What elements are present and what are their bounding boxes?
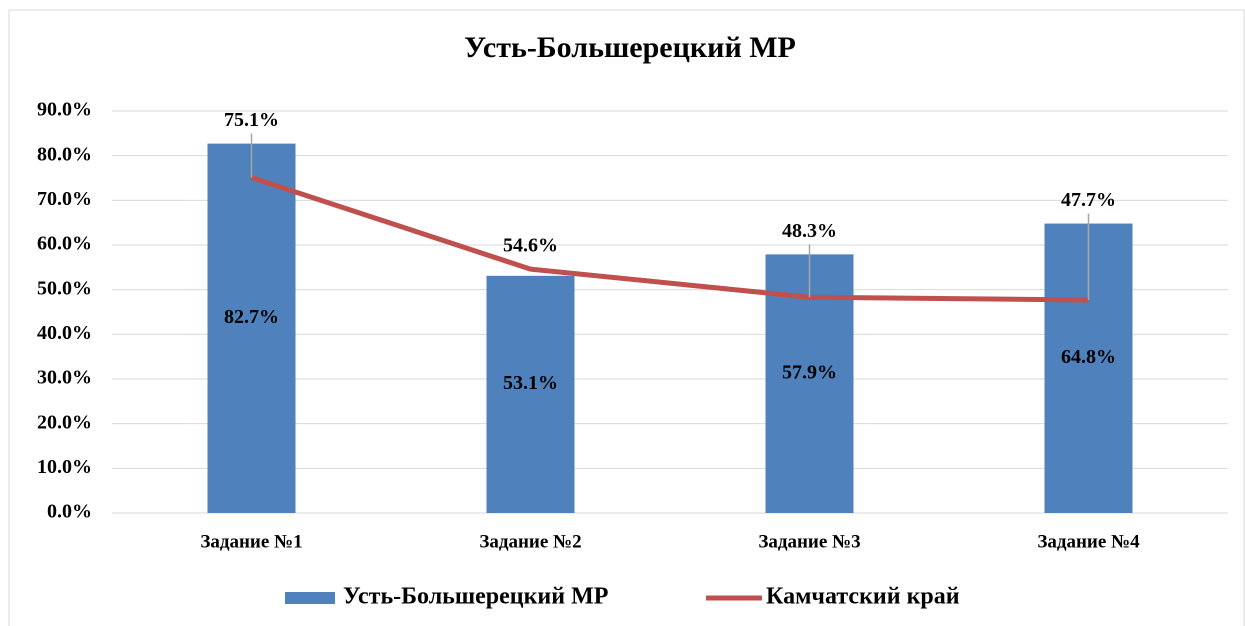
line-value-label: 54.6% — [503, 235, 558, 257]
legend-swatch — [285, 592, 335, 604]
y-tick-label: 40.0% — [37, 322, 92, 344]
bar-value-label: 82.7% — [224, 306, 279, 328]
y-tick-label: 90.0% — [37, 99, 92, 121]
x-tick-label: Задание №1 — [200, 531, 302, 552]
y-tick-label: 50.0% — [37, 277, 92, 299]
y-tick-label: 80.0% — [37, 143, 92, 165]
line — [250, 175, 1089, 303]
y-tick-label: 70.0% — [37, 188, 92, 210]
x-tick-label: Задание №2 — [479, 531, 581, 552]
bar — [207, 143, 296, 513]
y-tick-label: 30.0% — [37, 367, 92, 389]
bar — [486, 275, 575, 513]
chart-title: Усть-Большерецкий МР — [464, 31, 796, 64]
legend-label: Усть-Большерецкий МР — [343, 584, 608, 610]
bar-value-label: 53.1% — [503, 372, 558, 394]
line-value-label: 48.3% — [782, 220, 837, 242]
line-value-label: 75.1% — [224, 109, 279, 131]
y-tick-label: 10.0% — [37, 456, 92, 478]
y-tick-label: 60.0% — [37, 233, 92, 255]
bar-value-label: 64.8% — [1061, 346, 1116, 368]
bar-value-label: 57.9% — [782, 361, 837, 383]
x-tick-label: Задание №4 — [1037, 531, 1140, 552]
y-tick-label: 20.0% — [37, 411, 92, 433]
x-tick-label: Задание №3 — [758, 531, 860, 552]
line-value-label: 47.7% — [1061, 189, 1116, 211]
y-tick-label: 0.0% — [47, 501, 92, 523]
legend-label: Камчатский край — [766, 584, 960, 610]
